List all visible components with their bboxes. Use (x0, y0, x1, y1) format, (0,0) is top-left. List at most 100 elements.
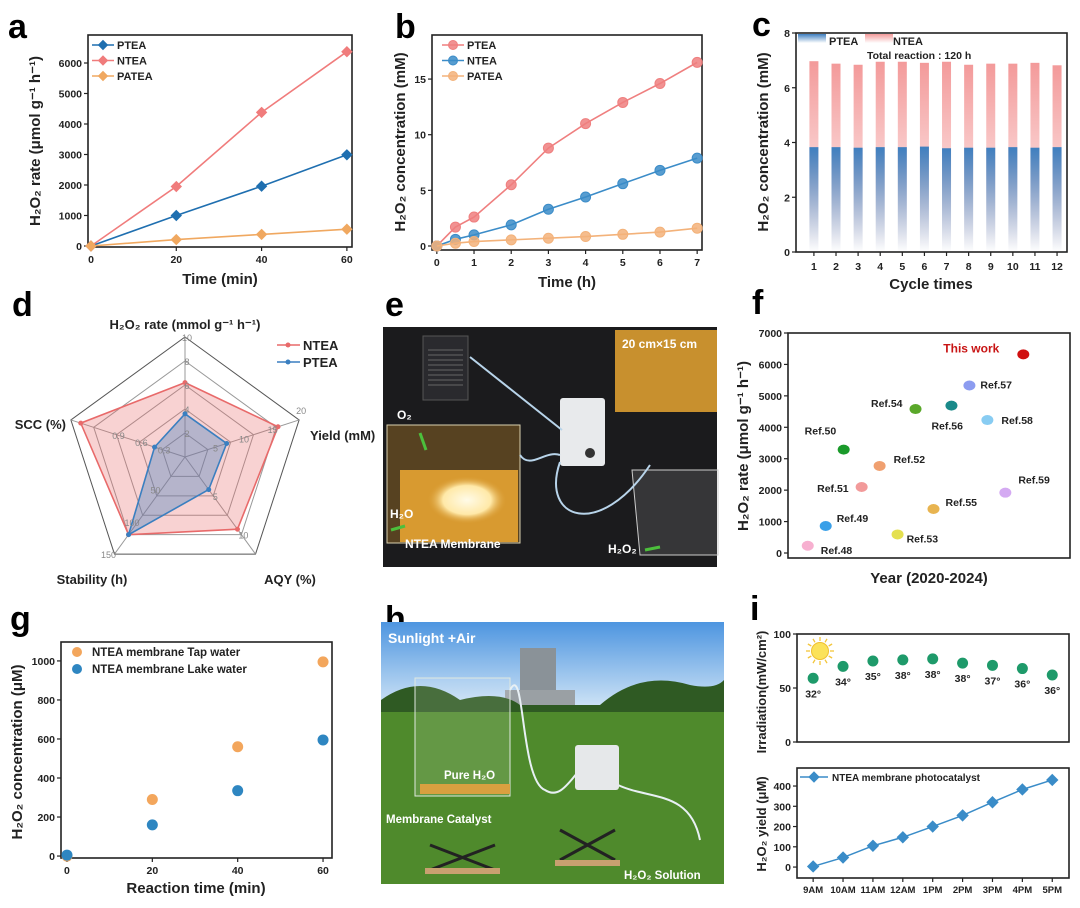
x-tick-label: 9AM (803, 885, 823, 896)
x-tick-label: 3 (545, 257, 551, 269)
lamp (422, 335, 469, 401)
membrane-catalyst (420, 784, 510, 794)
data-point (866, 839, 880, 852)
data-point (654, 226, 666, 238)
legend-marker (448, 40, 458, 50)
x-tick-label: 5PM (1042, 885, 1062, 896)
point-label: Ref.54 (871, 398, 903, 410)
data-point (468, 211, 480, 223)
y-tick-label: 7000 (759, 328, 783, 340)
data-point (807, 672, 819, 684)
data-point (999, 487, 1012, 498)
radar-axis-label-stability: Stability (h) (57, 572, 128, 587)
temperature-label: 38° (925, 669, 941, 681)
x-tick-label: 12 (1051, 261, 1063, 273)
data-point (255, 106, 268, 119)
y-tick-label: 1000 (759, 517, 783, 529)
y-axis-label: H₂O₂ rate (μmol g⁻¹ h⁻¹) (735, 361, 752, 531)
x-tick-label: 8 (966, 261, 972, 273)
y-tick-label: 100 (773, 629, 791, 641)
data-point (806, 860, 820, 873)
radar-spoke (70, 419, 186, 458)
data-point (170, 209, 182, 222)
x-tick-label: 1 (471, 257, 477, 269)
x-tick-label: 20 (170, 254, 182, 266)
bar-ptea (1030, 147, 1040, 252)
x-tick-label: 1 (811, 261, 817, 273)
tubing (509, 684, 581, 794)
x-tick-label: 60 (341, 254, 353, 266)
annotation: Total reaction : 120 h (867, 50, 971, 62)
data-point (317, 734, 329, 746)
y-tick-label: 5000 (759, 391, 783, 403)
x-tick-label: 7 (944, 261, 950, 273)
radar-tick-label: 10 (239, 434, 249, 444)
data-point (896, 831, 910, 844)
temperature-label: 36° (1014, 679, 1030, 691)
point-label: Ref.55 (945, 497, 977, 509)
tubing (469, 356, 651, 515)
temperature-label: 37° (985, 675, 1001, 687)
y-tick-label: 300 (773, 801, 791, 813)
temperature-label: 32° (805, 688, 821, 700)
legend-marker (448, 55, 458, 66)
temperature-label: 36° (1044, 685, 1060, 697)
y-tick-label: 15 (414, 74, 426, 86)
y-tick-label: 2000 (59, 180, 83, 192)
x-axis-label: Time (min) (182, 271, 258, 288)
data-point (505, 179, 517, 191)
panel-letter-b: b (395, 8, 416, 46)
legend-label: NTEA membrane photocatalyst (832, 773, 981, 784)
bar-ptea (897, 147, 907, 252)
x-tick-label: 0 (88, 254, 94, 266)
data-point (85, 240, 97, 252)
radar-axis-label-yield: Yield (mM) (310, 428, 375, 443)
pure-water-label: Pure H₂O (444, 770, 495, 782)
collection-container (631, 469, 719, 556)
data-point (152, 444, 158, 450)
y-tick-label: 5000 (59, 88, 83, 100)
y-tick-label: 800 (37, 695, 55, 707)
panel-letter-d: d (12, 286, 33, 324)
x-tick-label: 3PM (983, 885, 1003, 896)
x-tick-label: 11AM (861, 885, 886, 896)
data-point (61, 849, 73, 861)
sun-face (811, 642, 829, 660)
data-point (170, 233, 182, 246)
data-point (431, 240, 443, 252)
x-tick-label: 6 (657, 257, 663, 269)
x-axis-label: Reaction time (min) (126, 880, 265, 897)
data-point (449, 221, 461, 233)
legend-label: PTEA (829, 36, 858, 48)
glass-reactor (414, 677, 511, 797)
data-point (801, 540, 814, 551)
bar-ptea (919, 146, 929, 252)
point-label: Ref.51 (817, 483, 849, 495)
radar-spoke (114, 456, 186, 555)
peristaltic-pump (560, 398, 605, 466)
y-tick-label: 6 (784, 83, 790, 95)
x-axis-label: Year (2020-2024) (870, 570, 988, 587)
h2o-label: H₂O (390, 507, 413, 521)
data-point (617, 96, 629, 108)
data-point (1016, 663, 1028, 675)
data-point (232, 785, 244, 797)
x-tick-label: 0 (64, 865, 70, 877)
o2-label: O₂ (397, 408, 412, 422)
data-point (654, 78, 666, 90)
sun-ray (807, 643, 812, 647)
x-tick-label: 3 (855, 261, 861, 273)
panel-letter-c: c (752, 6, 771, 44)
radar-grid-ring (138, 408, 232, 497)
legend-marker (285, 359, 291, 365)
data-point (986, 796, 999, 809)
radar-axis-label-rate: H₂O₂ rate (mmol g⁻¹ h⁻¹) (110, 317, 261, 332)
radar-tick-label: 15 (268, 425, 278, 435)
data-point (275, 424, 281, 430)
y-tick-label: 10 (414, 130, 426, 142)
bar-ptea (831, 147, 841, 252)
radar-tick-label: 4 (184, 405, 189, 415)
data-point (170, 180, 182, 193)
y-axis-label: H₂O₂ rate (μmol g⁻¹ h⁻¹) (27, 56, 44, 226)
